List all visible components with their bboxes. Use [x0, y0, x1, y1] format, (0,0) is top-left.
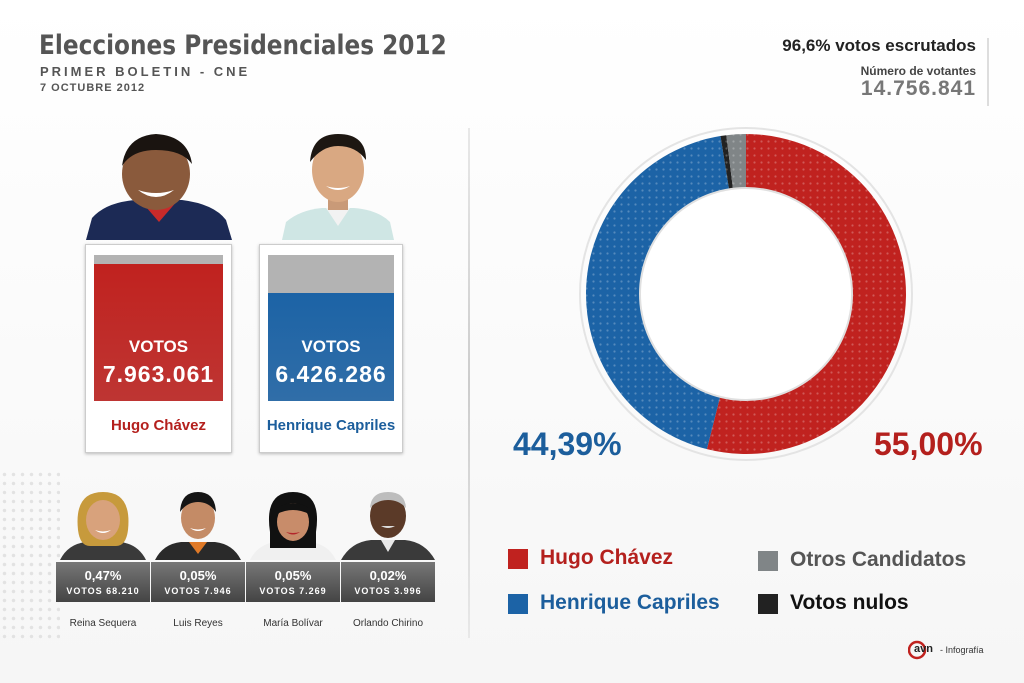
reina-percent: 0,47% — [84, 568, 122, 583]
page-subtitle: PRIMER BOLETIN - CNE — [40, 64, 251, 79]
capriles-percent-label: 44,39% — [513, 426, 622, 462]
luis-photo — [151, 486, 245, 560]
slice-nulos-texture — [720, 135, 734, 192]
capriles-card: VOTOS 6.426.286 Henrique Capriles — [259, 244, 403, 453]
legend-label-otros: Otros Candidatos — [790, 548, 967, 571]
reina-photo — [56, 486, 150, 560]
chavez-votes-number: 7.963.061 — [102, 361, 215, 387]
legend-swatch-nulos — [758, 594, 778, 614]
maria-photo — [246, 486, 340, 560]
capriles-name: Henrique Capriles — [266, 417, 396, 434]
legend-label-nulos: Votos nulos — [790, 591, 909, 614]
slice-otros-texture — [726, 134, 746, 191]
legend-label-chavez: Hugo Chávez — [540, 546, 674, 569]
decorative-dots — [0, 470, 60, 640]
avn-logo-text: avn — [914, 643, 933, 655]
chavez-photo — [86, 130, 232, 240]
header-divider — [987, 38, 989, 106]
orlando-votes: VOTOS 3.996 — [354, 586, 422, 596]
legend-swatch-chavez — [508, 549, 528, 569]
voters-number: 14.756.841 — [860, 77, 976, 100]
donut-hole — [639, 187, 853, 401]
chavez-bar-fill — [94, 263, 223, 401]
maria-percent: 0,05% — [274, 568, 312, 583]
orlando-photo — [341, 486, 435, 560]
orlando-stats-box: 0,02% VOTOS 3.996 — [341, 562, 435, 602]
legend-swatch-otros — [758, 551, 778, 571]
voters-label: Número de votantes — [860, 64, 976, 78]
chavez-name: Hugo Chávez — [110, 417, 206, 434]
orlando-name: Orlando Chirino — [352, 618, 424, 629]
slice-capriles-texture — [586, 136, 730, 450]
minor-candidate-luis: 0,05% VOTOS 7.946 Luis Reyes — [151, 486, 245, 636]
avn-logo-mark — [908, 640, 927, 660]
legend-label-capriles: Henrique Capriles — [540, 591, 720, 614]
capriles-bar-fill — [268, 292, 394, 401]
reina-stats-box: 0,47% VOTOS 68.210 — [56, 562, 150, 602]
minor-candidate-maria: 0,05% VOTOS 7.269 María Bolívar — [246, 486, 340, 636]
orlando-percent: 0,02% — [369, 568, 407, 583]
maria-stats-box: 0,05% VOTOS 7.269 — [246, 562, 340, 602]
page-title: Elecciones Presidenciales 2012 — [39, 30, 447, 61]
page-date: 7 OCTUBRE 2012 — [40, 82, 146, 94]
reina-name: Reina Sequera — [69, 618, 137, 629]
chavez-votes-label: VOTOS — [128, 337, 189, 356]
chavez-bar-track: VOTOS 7.963.061 — [94, 255, 223, 401]
chavez-percent-label: 55,00% — [874, 426, 983, 462]
results-donut-chart — [579, 127, 913, 461]
luis-percent: 0,05% — [179, 568, 217, 583]
legend-swatch-capriles — [508, 594, 528, 614]
luis-stats-box: 0,05% VOTOS 7.946 — [151, 562, 245, 602]
luis-name: Luis Reyes — [173, 618, 223, 629]
luis-votes: VOTOS 7.946 — [164, 586, 232, 596]
donut-outer-ring — [579, 127, 913, 461]
infografia-credit: - Infografía — [940, 645, 984, 655]
capriles-photo — [282, 130, 394, 240]
maria-votes: VOTOS 7.269 — [259, 586, 327, 596]
capriles-votes-label: VOTOS — [301, 337, 361, 356]
capriles-bar-track: VOTOS 6.426.286 — [268, 255, 394, 401]
slice-chavez-texture — [706, 134, 906, 454]
maria-name: María Bolívar — [263, 618, 323, 629]
capriles-votes-number: 6.426.286 — [275, 361, 387, 387]
reina-votes: VOTOS 68.210 — [66, 586, 140, 596]
minor-candidate-orlando: 0,02% VOTOS 3.996 Orlando Chirino — [341, 486, 435, 636]
chavez-card: VOTOS 7.963.061 Hugo Chávez — [85, 244, 232, 453]
column-divider — [468, 128, 470, 638]
minor-candidate-reina: 0,47% VOTOS 68.210 Reina Sequera — [56, 486, 150, 636]
votes-counted-text: 96,6% votos escrutados — [782, 36, 976, 55]
avn-logo: avn - Infografía — [908, 640, 988, 660]
